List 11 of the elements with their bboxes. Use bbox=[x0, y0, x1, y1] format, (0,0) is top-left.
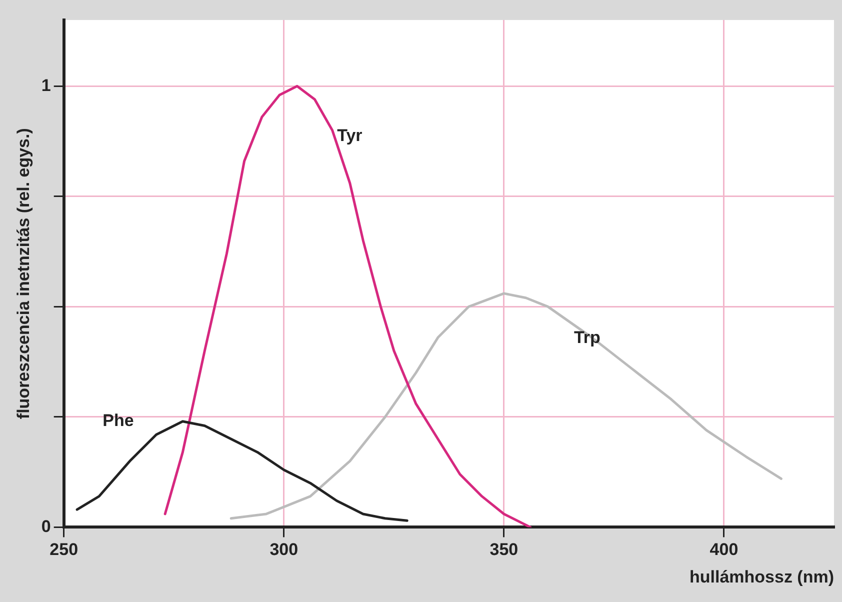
series-label: Trp bbox=[574, 328, 600, 348]
x-tick-label: 400 bbox=[710, 540, 738, 560]
y-axis-title: fluoreszcencia inetnzitás (rel. egys.) bbox=[14, 128, 33, 420]
x-tick-label: 300 bbox=[270, 540, 298, 560]
series-label: Tyr bbox=[337, 126, 363, 145]
x-tick-label: 350 bbox=[490, 540, 518, 560]
y-tick-label: 1 bbox=[41, 76, 51, 95]
y-tick-label: 0 bbox=[41, 516, 51, 536]
x-tick-label: 250 bbox=[50, 540, 78, 560]
series-label: Phe bbox=[102, 411, 134, 430]
x-axis-title: hullámhossz (nm) bbox=[689, 567, 834, 586]
